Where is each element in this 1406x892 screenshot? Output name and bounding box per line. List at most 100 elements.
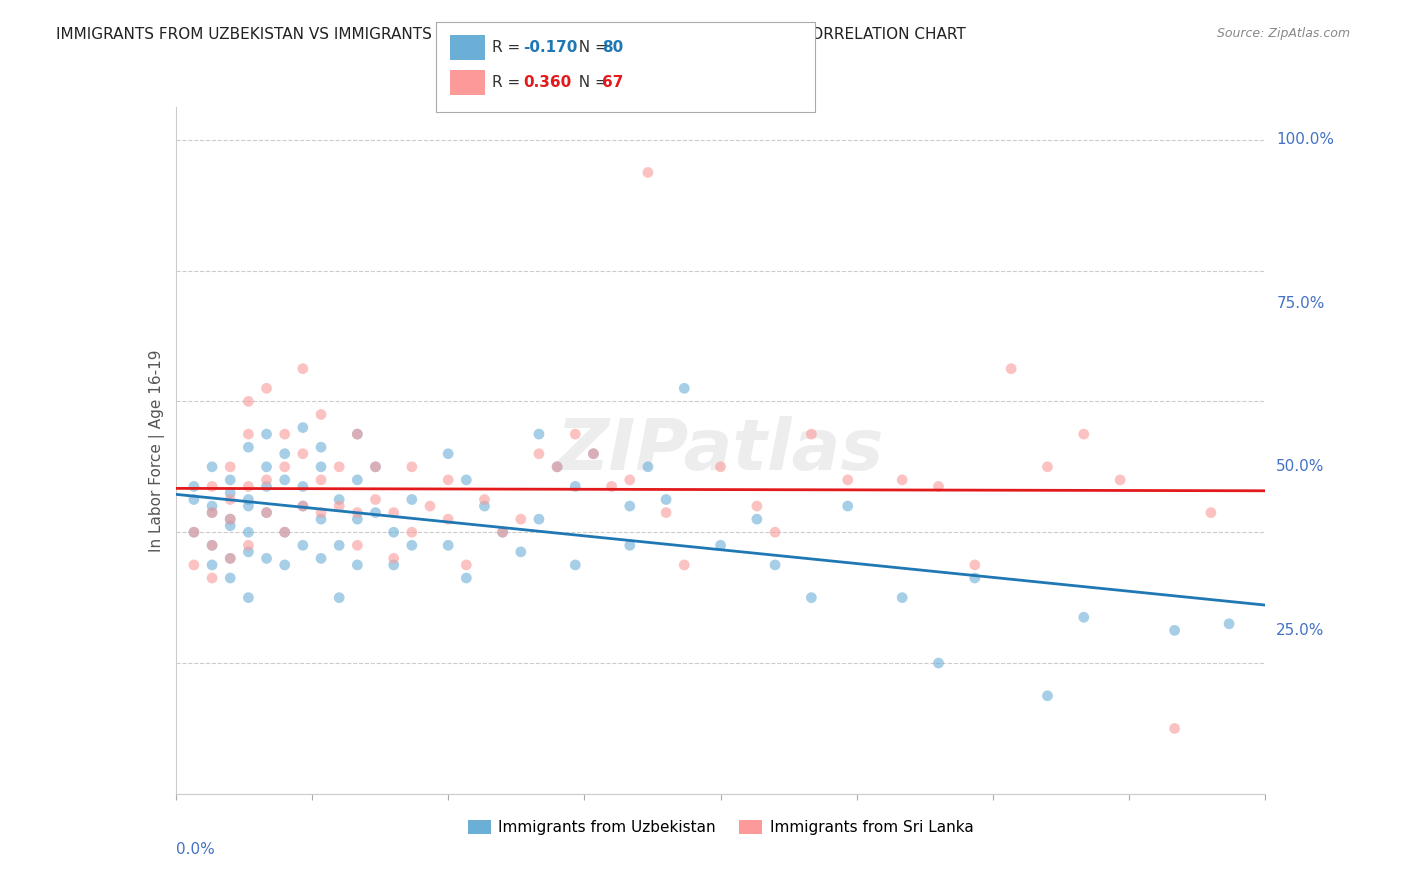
Point	[527, 427, 550, 442]
Point	[364, 459, 387, 474]
Point	[238, 427, 260, 442]
Point	[201, 538, 224, 552]
Point	[891, 473, 914, 487]
Point	[619, 538, 641, 552]
Point	[364, 492, 387, 507]
Point	[600, 479, 623, 493]
Point	[401, 492, 423, 507]
Point	[763, 558, 786, 572]
Point	[274, 525, 297, 540]
Point	[928, 656, 950, 670]
Point	[274, 473, 297, 487]
Point	[291, 499, 314, 513]
Point	[527, 512, 550, 526]
Point	[364, 506, 387, 520]
Point	[219, 512, 242, 526]
Point	[546, 459, 568, 474]
Text: 75.0%: 75.0%	[1277, 296, 1324, 310]
Point	[1109, 473, 1132, 487]
Point	[238, 499, 260, 513]
Point	[201, 499, 224, 513]
Point	[546, 459, 568, 474]
Point	[492, 525, 515, 540]
Point	[256, 506, 278, 520]
Point	[1036, 689, 1059, 703]
Point	[401, 525, 423, 540]
Point	[564, 558, 586, 572]
Text: N =: N =	[569, 76, 613, 90]
Point	[328, 591, 350, 605]
Point	[346, 558, 368, 572]
Point	[201, 459, 224, 474]
Point	[256, 506, 278, 520]
Point	[238, 525, 260, 540]
Point	[619, 499, 641, 513]
Point	[963, 571, 986, 585]
Point	[1073, 610, 1095, 624]
Point	[346, 506, 368, 520]
Point	[219, 518, 242, 533]
Point	[291, 499, 314, 513]
Point	[291, 447, 314, 461]
Point	[328, 499, 350, 513]
Point	[274, 427, 297, 442]
Point	[238, 538, 260, 552]
Point	[509, 512, 531, 526]
Point	[346, 427, 368, 442]
Point	[328, 538, 350, 552]
Point	[256, 551, 278, 566]
Point	[456, 571, 478, 585]
Text: 0.0%: 0.0%	[176, 842, 215, 857]
Point	[183, 558, 205, 572]
Point	[837, 473, 859, 487]
Point	[619, 473, 641, 487]
Point	[256, 381, 278, 395]
Point	[382, 525, 405, 540]
Point	[328, 459, 350, 474]
Point	[274, 525, 297, 540]
Point	[474, 492, 496, 507]
Text: 50.0%: 50.0%	[1277, 459, 1324, 475]
Point	[474, 499, 496, 513]
Point	[238, 591, 260, 605]
Point	[291, 361, 314, 376]
Point	[456, 473, 478, 487]
Point	[309, 440, 332, 454]
Point	[219, 571, 242, 585]
Point	[201, 506, 224, 520]
Point	[291, 479, 314, 493]
Point	[219, 459, 242, 474]
Point	[456, 558, 478, 572]
Point	[256, 473, 278, 487]
Point	[837, 499, 859, 513]
Point	[710, 538, 733, 552]
Point	[1036, 459, 1059, 474]
Point	[655, 506, 678, 520]
Point	[183, 479, 205, 493]
Point	[382, 558, 405, 572]
Text: 100.0%: 100.0%	[1277, 132, 1334, 147]
Point	[238, 394, 260, 409]
Point	[710, 459, 733, 474]
Point	[1163, 624, 1185, 638]
Point	[745, 512, 768, 526]
Point	[256, 479, 278, 493]
Point	[564, 479, 586, 493]
Point	[183, 492, 205, 507]
Point	[346, 427, 368, 442]
Point	[745, 499, 768, 513]
Point	[309, 506, 332, 520]
Text: 67: 67	[602, 76, 623, 90]
Point	[346, 512, 368, 526]
Point	[1218, 616, 1240, 631]
Point	[238, 492, 260, 507]
Text: IMMIGRANTS FROM UZBEKISTAN VS IMMIGRANTS FROM SRI LANKA IN LABOR FORCE | AGE 16-: IMMIGRANTS FROM UZBEKISTAN VS IMMIGRANTS…	[56, 27, 966, 43]
Point	[309, 408, 332, 422]
Point	[274, 447, 297, 461]
Point	[364, 459, 387, 474]
Point	[492, 525, 515, 540]
Text: -0.170: -0.170	[523, 40, 578, 54]
Point	[1073, 427, 1095, 442]
Point	[219, 492, 242, 507]
Point	[346, 538, 368, 552]
